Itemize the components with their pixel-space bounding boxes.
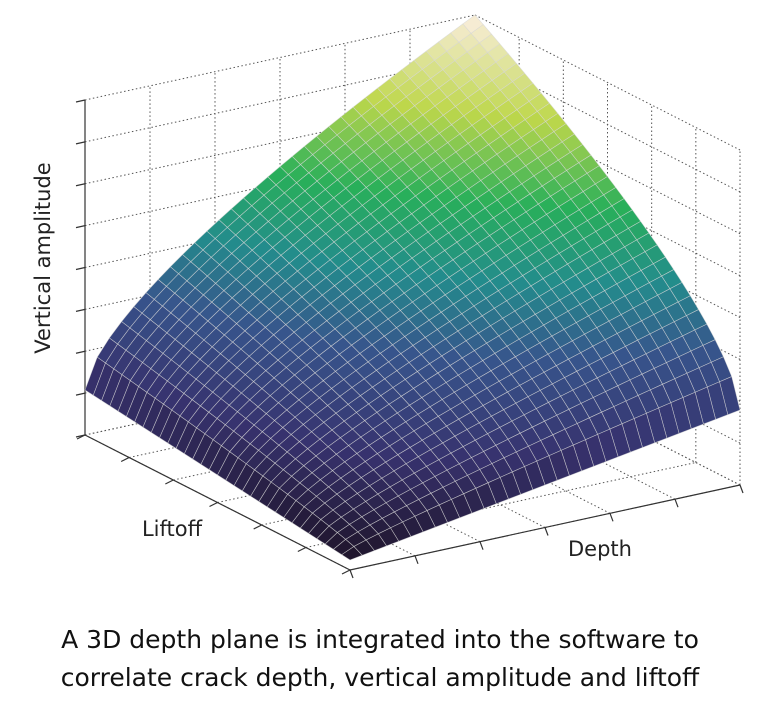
tick [209, 501, 218, 508]
surface-patch [341, 546, 363, 561]
surface [84, 14, 741, 561]
floor-grid [305, 462, 696, 548]
tick [253, 524, 262, 530]
tick [739, 484, 744, 494]
wall-grid [474, 98, 741, 235]
tick [75, 308, 86, 312]
tick [75, 392, 86, 396]
tick [544, 527, 549, 536]
tick [165, 479, 174, 485]
y-axis-label: Depth [568, 537, 632, 561]
tick [75, 183, 86, 187]
tick [414, 555, 419, 565]
tick [341, 569, 351, 575]
tick [75, 266, 86, 271]
tick [297, 546, 307, 553]
tick [75, 225, 86, 229]
caption-line: correlate crack depth, vertical amplitud… [61, 663, 700, 692]
tick [479, 541, 484, 550]
tick [674, 498, 679, 508]
wall-grid [474, 14, 741, 151]
tick [75, 141, 86, 145]
tick [609, 513, 614, 522]
tick [349, 569, 354, 579]
tick [76, 434, 86, 440]
tick [75, 99, 86, 103]
z-axis-label: Vertical amplitude [31, 162, 55, 353]
tick [120, 456, 130, 463]
x-axis-label: Liftoff [142, 517, 203, 541]
tick [75, 350, 86, 354]
caption-line: A 3D depth plane is integrated into the … [61, 625, 699, 654]
wall-grid [84, 14, 476, 101]
